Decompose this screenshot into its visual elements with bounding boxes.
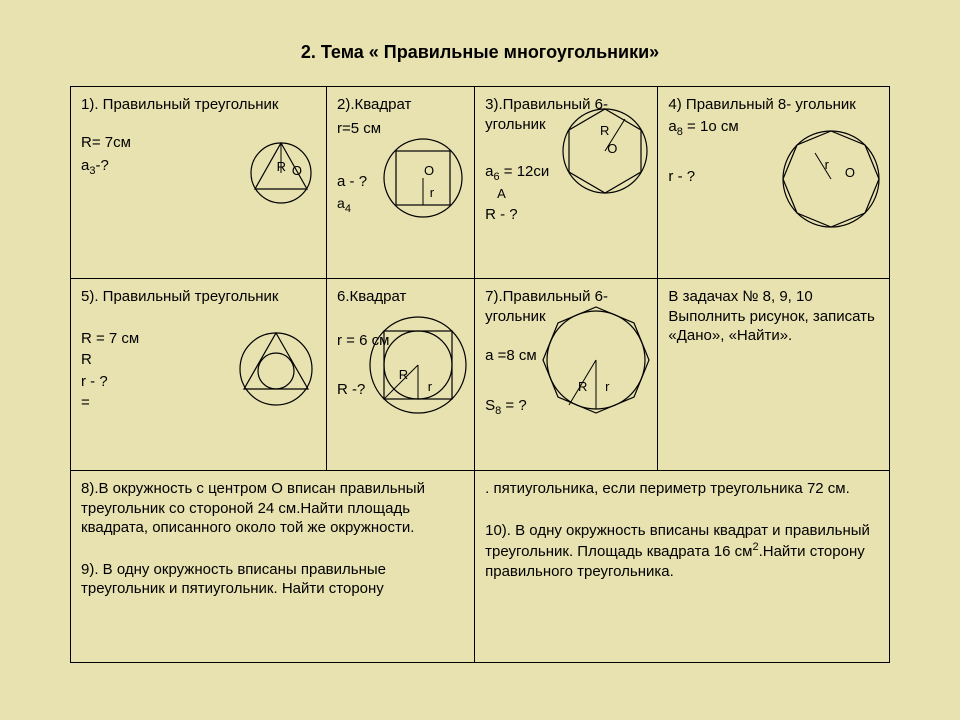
label-R: R bbox=[277, 159, 286, 176]
page-title: 2. Тема « Правильные многоугольники» bbox=[0, 42, 960, 63]
cell1112-p1: . пятиугольника, если периметр треугольн… bbox=[485, 479, 879, 499]
cell1112-p2: 10). В одну окружность вписаны квадрат и… bbox=[485, 521, 879, 582]
label-O: О bbox=[292, 163, 302, 180]
label-r7: r bbox=[605, 379, 609, 396]
cell-3: 3).Правильный 6- угольник a6 = 12си A R … bbox=[475, 87, 658, 279]
diagram-square-two-circles bbox=[366, 313, 470, 417]
cell-6: 6.Квадрат r = 6 см R -? R r bbox=[327, 279, 475, 471]
worksheet-table: 1). Правильный треугольник R= 7см a3-? R… bbox=[70, 86, 890, 663]
cell910-p1: 8).В окружность с центром О вписан прави… bbox=[81, 479, 464, 538]
cell-11-12: . пятиугольника, если периметр треугольн… bbox=[475, 471, 890, 663]
cell2-heading: 2).Квадрат bbox=[337, 95, 464, 115]
cell-8: В задачах № 8, 9, 10 Выполнить рисунок, … bbox=[658, 279, 890, 471]
label-r6: r bbox=[428, 379, 432, 396]
cell5-heading: 5). Правильный треугольник bbox=[81, 287, 316, 307]
diagram-octagon-circle bbox=[775, 123, 887, 235]
cell-9-10: 8).В окружность с центром О вписан прави… bbox=[71, 471, 475, 663]
cell-2: 2).Квадрат r=5 см a - ? a4 О r bbox=[327, 87, 475, 279]
diagram-triangle-incircle bbox=[232, 323, 320, 409]
label-R6: R bbox=[399, 367, 408, 384]
cell-7: 7).Правильный 6- угольник a =8 см S8 = ?… bbox=[475, 279, 658, 471]
label-R3: R bbox=[600, 123, 609, 140]
diagram-hexagon-circle bbox=[555, 101, 655, 201]
cell-4: 4) Правильный 8- угольник a8 = 1о см r -… bbox=[658, 87, 890, 279]
cell3-find: R - ? bbox=[485, 205, 647, 225]
cell6-heading: 6.Квадрат bbox=[337, 287, 464, 307]
diagram-octagon-inscribed bbox=[537, 301, 655, 419]
cell4-heading: 4) Правильный 8- угольник bbox=[668, 95, 879, 115]
label-O2: О bbox=[424, 163, 434, 180]
label-r4: r bbox=[825, 157, 829, 174]
cell1-heading: 1). Правильный треугольник bbox=[81, 95, 316, 115]
label-O3: О bbox=[607, 141, 617, 158]
cell910-p2: 9). В одну окружность вписаны правильные… bbox=[81, 560, 464, 599]
label-R7: R bbox=[578, 379, 587, 396]
cell-5: 5). Правильный треугольник R = 7 см R r … bbox=[71, 279, 327, 471]
cell8-text: В задачах № 8, 9, 10 Выполнить рисунок, … bbox=[668, 287, 879, 346]
label-O4: О bbox=[845, 165, 855, 182]
label-r2: r bbox=[430, 185, 434, 202]
cell-1: 1). Правильный треугольник R= 7см a3-? R… bbox=[71, 87, 327, 279]
